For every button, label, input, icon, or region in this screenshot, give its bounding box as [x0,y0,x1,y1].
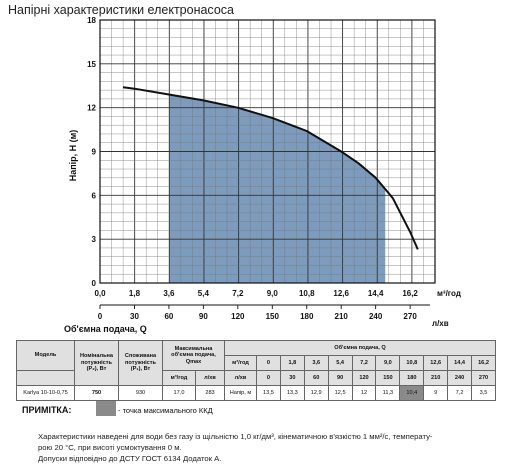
x-tick-label-m3: 14,4 [368,289,384,298]
cell-head-1: 13,3 [279,385,305,401]
header-nominal-power: Номінальна потужність (P₂), Вт [74,340,119,386]
cell-head-8: 7,2 [447,385,473,401]
x-tick-label-m3: 0,0 [94,289,106,298]
header-unit-m3: м³/год [224,355,257,371]
y-tick-label: 6 [92,191,97,200]
cell-head-6: 10,4 [399,385,425,401]
x-tick-label-lmin: 90 [199,312,208,321]
cell-head-7: 9 [423,385,449,401]
header-q-m3-0: 0 [256,355,281,371]
cell-model: Karlya 10-10-0,75 [16,385,75,401]
x-tick-label-lmin: 180 [300,312,314,321]
footer-notes: Характеристики наведені для води без газ… [38,431,508,464]
cell-qmax-m3: 17,0 [162,385,196,401]
max-efficiency-region [168,94,386,284]
x-tick-label-m3: 5,4 [198,289,210,298]
cell-head-2: 12,9 [303,385,329,401]
header-q-m3-2: 3,6 [303,355,329,371]
head-curve [122,86,419,250]
header-q-lmin-7: 210 [423,370,449,386]
max-efficiency-swatch [96,401,116,416]
header-q-m3-6: 10,8 [399,355,425,371]
x-tick-label-m3: 1,8 [129,289,141,298]
y-tick-label: 0 [92,279,97,288]
header-flow: Об'ємна подача, Q [224,340,496,356]
header-model-blank [16,370,75,386]
x-tick-label-m3: 7,2 [232,289,244,298]
chart-title: Напірні характеристики електронасоса [8,3,234,17]
y-tick-label: 12 [87,104,96,113]
header-model: Модель [16,340,75,371]
header-q-m3-9: 16,2 [471,355,496,371]
header-q-lmin-3: 90 [327,370,353,386]
y-tick-label: 18 [87,16,96,25]
header-qmax-unit-lmin: л/хв [195,370,225,386]
footer-line-3: Допуски відповідно до ДСТУ ГОСТ 6134 Дод… [38,454,222,463]
cell-head-label: Напір, м [224,385,257,401]
x-tick-label-lmin: 210 [335,312,349,321]
spec-table: Модель Номінальна потужність (P₂), Вт Сп… [16,340,496,401]
header-q-lmin-9: 270 [471,370,496,386]
x-tick-label-lmin: 120 [231,312,245,321]
y-tick-label: 9 [92,148,97,157]
footer-line-1: Характеристики наведені для води без газ… [38,432,433,441]
grid [99,19,436,284]
cell-qmax-lmin: 283 [195,385,225,401]
x-unit-lmin: л/хв [432,319,449,328]
x-tick-label-m3: 12,6 [333,289,349,298]
x-unit-m3: м³/год [437,289,461,298]
cell-head-9: 3,5 [471,385,496,401]
header-q-m3-4: 7,2 [351,355,377,371]
cell-head-5: 11,3 [375,385,401,401]
cell-head-3: 12,5 [327,385,353,401]
x-tick-label-lmin: 150 [266,312,280,321]
cell-head-4: 12 [351,385,377,401]
x-tick-label-lmin: 240 [369,312,383,321]
x-tick-label-m3: 16,2 [402,289,418,298]
header-q-m3-3: 5,4 [327,355,353,371]
cell-nominal-power: 750 [74,385,119,401]
note-text: - точка максимального ККД [118,406,213,415]
x-tick-label-m3: 10,8 [299,289,315,298]
cell-head-0: 13,5 [256,385,281,401]
header-q-m3-8: 14,4 [447,355,473,371]
y-axis-label: Напір, H (м) [68,130,78,182]
x-tick-label-lmin: 0 [98,312,103,321]
header-q-lmin-2: 60 [303,370,329,386]
y-tick-label: 3 [92,235,97,244]
x-tick-label-lmin: 30 [130,312,139,321]
header-q-lmin-6: 180 [399,370,425,386]
header-max-flow: Максимальна об'ємна подача, Qmax [162,340,225,371]
header-q-lmin-0: 0 [256,370,281,386]
header-q-lmin-4: 120 [351,370,377,386]
cell-consumed-power: 930 [118,385,163,401]
header-q-m3-5: 9,0 [375,355,401,371]
x-tick-label-m3: 3,6 [163,289,175,298]
header-q-m3-7: 12,6 [423,355,449,371]
header-q-lmin-8: 240 [447,370,473,386]
header-q-lmin-5: 150 [375,370,401,386]
plot-frame [99,19,436,284]
header-q-lmin-1: 30 [279,370,305,386]
x-tick-label-lmin: 60 [164,312,173,321]
y-tick-label: 15 [87,60,96,69]
header-unit-lmin: л/хв [224,370,257,386]
x-tick-label-m3: 9,0 [267,289,279,298]
note-label: ПРИМІТКА: [22,405,72,415]
header-consumed-power: Споживана потужність (P₁), Вт [118,340,163,386]
x-axis-label: Об'ємна подача, Q [64,324,147,334]
header-qmax-unit-m3: м³/год [162,370,196,386]
header-q-m3-1: 1,8 [279,355,305,371]
footer-line-2: рою 20 °С, при висоті усмоктування 0 м. [38,443,182,452]
x-tick-label-lmin: 270 [403,312,417,321]
